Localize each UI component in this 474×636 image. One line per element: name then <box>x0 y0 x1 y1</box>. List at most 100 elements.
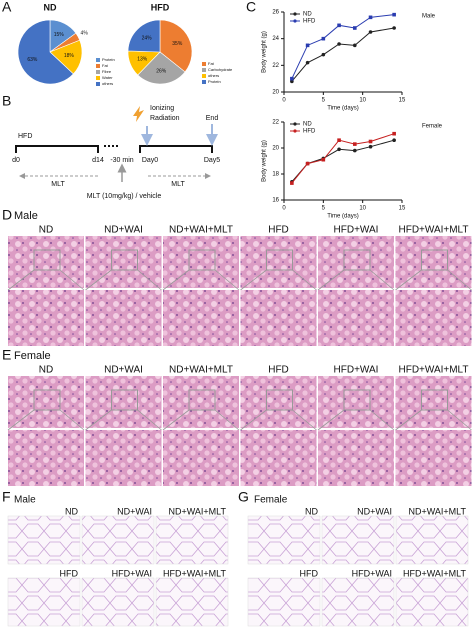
legend-swatch <box>202 74 206 78</box>
group-label: HFD+WAI+MLT <box>398 225 468 236</box>
zoom-lines <box>162 409 240 431</box>
timeline-bar <box>139 145 213 153</box>
x-tick-label: 10 <box>359 206 366 212</box>
panel-label: A <box>2 0 12 15</box>
point <box>392 12 396 17</box>
panel-label: D <box>2 207 12 223</box>
micrograph-zoom <box>163 430 239 486</box>
panel-label: G <box>238 489 249 505</box>
timeline-label: Radiation <box>150 115 180 122</box>
value-label: 18% <box>64 53 75 59</box>
legend-swatch <box>202 68 206 72</box>
legend-label: Water <box>102 75 113 80</box>
value-label: 35% <box>172 41 183 47</box>
y-tick-label: 24 <box>272 36 279 42</box>
pie-slice <box>127 19 161 53</box>
point <box>368 15 373 20</box>
point <box>321 36 326 41</box>
legend-label: Fibre <box>102 69 112 74</box>
value-label: 4% <box>81 31 89 37</box>
section-label: Female <box>14 350 51 362</box>
micrograph-zoom <box>8 290 84 346</box>
timeline-label: Day5 <box>204 157 220 164</box>
inset-box <box>421 249 448 271</box>
y-tick-label: 22 <box>272 63 279 69</box>
legend-marker <box>293 122 297 126</box>
timeline-label: Ionizing <box>150 105 174 112</box>
pie-title: ND <box>44 2 57 12</box>
inset-box <box>343 389 371 411</box>
timeline-label: d14 <box>92 157 104 164</box>
micrograph <box>321 515 395 565</box>
group-label: HFD+WAI+MLT <box>398 365 468 376</box>
micrograph-zoom <box>163 290 239 346</box>
micrograph-zoom <box>318 430 394 486</box>
value-label: 26% <box>156 68 167 74</box>
legend-swatch <box>96 58 100 62</box>
micrograph <box>395 577 469 627</box>
micrograph <box>81 577 155 627</box>
point <box>392 26 396 30</box>
micrograph <box>247 577 321 627</box>
point <box>353 43 357 48</box>
point <box>305 43 310 48</box>
value-label: 24% <box>142 36 153 42</box>
point <box>321 157 326 162</box>
micrograph <box>7 515 81 565</box>
y-axis-label: Body weight (g) <box>262 31 268 73</box>
point <box>337 23 341 28</box>
zoom-lines <box>7 409 85 431</box>
zoom-lines <box>162 269 240 291</box>
value-label: 13% <box>137 57 148 63</box>
micrograph-zoom <box>318 290 394 346</box>
y-axis-label: Body weight (g) <box>262 140 268 182</box>
micrograph <box>81 515 155 565</box>
point <box>305 60 310 65</box>
section-label: Female <box>254 495 288 506</box>
timeline-label: MLT <box>171 181 185 188</box>
series-line <box>291 139 395 183</box>
zoom-lines <box>85 269 162 291</box>
series-line <box>291 133 395 184</box>
inset-box <box>421 389 448 411</box>
timeline-label: d0 <box>12 157 20 164</box>
zoom-lines <box>395 269 472 291</box>
point <box>392 131 396 136</box>
micrograph-zoom <box>240 430 317 486</box>
inset-box <box>188 389 216 411</box>
micrograph <box>395 515 469 565</box>
legend-label: HFD <box>303 129 316 135</box>
zoom-lines <box>7 269 85 291</box>
micrograph-zoom <box>395 290 472 346</box>
point <box>337 138 341 142</box>
legend-swatch <box>96 64 100 68</box>
group-label: ND+WAI+MLT <box>169 225 233 236</box>
inset-box <box>111 389 138 411</box>
x-tick-label: 0 <box>282 206 286 212</box>
legend-swatch <box>96 70 100 74</box>
group-label: HFD+WAI <box>334 365 379 376</box>
point <box>368 139 373 144</box>
timeline-label: MLT (10mg/kg) / vehicle <box>87 193 162 200</box>
point <box>337 147 341 152</box>
y-tick-label: 20 <box>272 146 279 152</box>
group-label: ND+WAI <box>104 365 143 376</box>
point <box>353 142 357 146</box>
x-axis-label: Time (days) <box>327 106 358 112</box>
pie-slice <box>17 19 74 85</box>
micrograph-zoom <box>85 290 162 346</box>
micrograph <box>247 515 321 565</box>
micrograph-zoom <box>8 430 84 486</box>
legend-marker <box>293 129 297 133</box>
group-label: HFD+WAI+MLT <box>403 568 467 578</box>
legend-marker <box>293 12 297 16</box>
timeline-label: MLT <box>51 181 65 188</box>
zoom-lines <box>317 409 395 431</box>
timeline-label: -30 min <box>110 157 133 164</box>
legend-label: Carbohydrate <box>208 67 233 72</box>
point <box>353 26 357 30</box>
legend-label: HFD <box>303 19 316 25</box>
zoom-lines <box>240 409 317 431</box>
legend-label: Fat <box>208 61 215 66</box>
point <box>305 161 310 166</box>
